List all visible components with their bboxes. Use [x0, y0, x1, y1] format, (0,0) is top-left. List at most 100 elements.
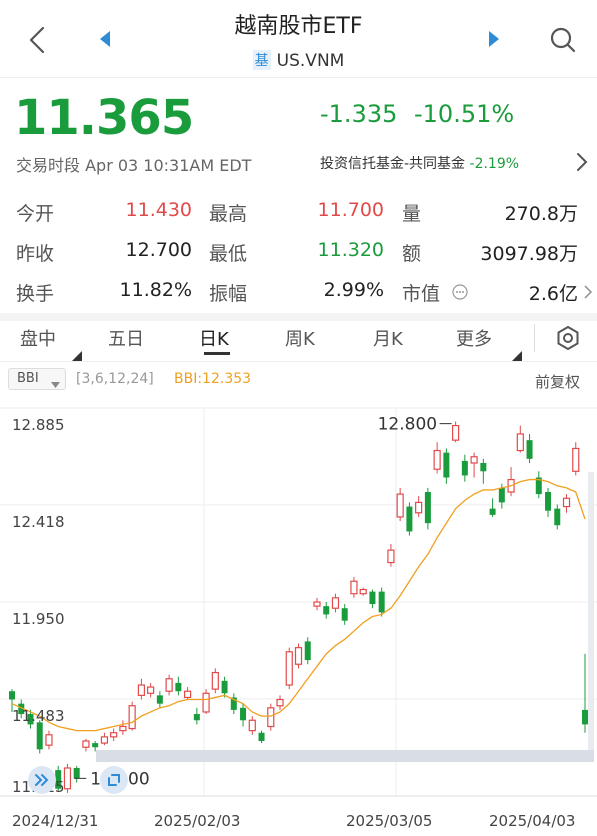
candle-body [562, 497, 571, 508]
high-label: 最高 [209, 203, 248, 225]
candle-body [92, 743, 99, 748]
candle-body [240, 707, 247, 721]
y-tick-label: 11.950 [12, 610, 65, 628]
candle-body [369, 591, 376, 605]
candle-body [406, 506, 413, 532]
page-title: 越南股市ETF [234, 14, 363, 39]
candle-body [175, 682, 182, 692]
candle-body [359, 588, 367, 595]
high-annotation: 12.800 [378, 415, 437, 435]
active-tab-indicator [204, 352, 230, 355]
tab-separator [534, 324, 535, 352]
x-tick-label: 2024/12/31 [12, 812, 98, 830]
open-label: 今开 [16, 203, 55, 225]
last-price: 11.365 [14, 90, 194, 146]
candle-body [202, 692, 210, 713]
candle-body [248, 719, 256, 732]
settings-icon[interactable] [555, 325, 581, 351]
dropdown-corner-icon [72, 346, 82, 361]
candle-body [258, 732, 265, 742]
candle-body [498, 487, 505, 503]
fund-badge: 基 [252, 50, 271, 70]
expand-icon[interactable] [582, 284, 594, 300]
ticker-line: 基 US.VNM [0, 50, 597, 71]
tab-intraday[interactable]: 盘中 [20, 329, 56, 350]
indicator-value: BBI:12.353 [174, 371, 252, 387]
candle-body [350, 580, 358, 595]
caret-down-icon [51, 377, 60, 392]
fullscreen-icon [108, 774, 120, 786]
candle-body [545, 492, 552, 511]
candle-body [147, 686, 155, 694]
candle-body [27, 714, 34, 725]
reset-zoom-button[interactable] [100, 766, 128, 794]
dropdown-corner-icon [512, 346, 522, 361]
candle-body [443, 452, 450, 478]
volume-value: 270.8万 [504, 203, 578, 225]
adjust-mode[interactable]: 前复权 [535, 373, 581, 391]
bbi-line [11, 478, 586, 732]
candle-body [415, 501, 423, 514]
tabs-divider [0, 361, 597, 362]
back-icon[interactable] [26, 26, 50, 54]
indicator-selector[interactable]: BBI [8, 368, 66, 390]
tab-week-k[interactable]: 周K [285, 329, 315, 350]
mcap-value: 2.6亿 [528, 283, 578, 305]
candle-body [119, 725, 127, 732]
candle-body [331, 597, 340, 609]
header-divider [0, 77, 597, 78]
candle-body [221, 680, 228, 694]
expand-left-button[interactable] [28, 766, 56, 794]
info-icon[interactable] [452, 284, 468, 300]
candle-body [461, 460, 468, 476]
candle-body [18, 703, 25, 715]
chevron-right-icon[interactable] [576, 152, 588, 172]
turnover-value: 11.82% [119, 279, 192, 301]
category-label: 投资信托基金-共同基金 [320, 156, 466, 172]
category-change: -2.19% [469, 156, 520, 172]
candle-body [285, 651, 293, 686]
candle-body [516, 433, 524, 452]
price-range-bar [588, 472, 594, 750]
tab-month-k[interactable]: 月K [373, 329, 403, 350]
candle-body [230, 697, 237, 710]
indicator-name: BBI [17, 371, 39, 386]
candlestick-chart[interactable]: 12.88512.41811.95011.48311.0152024/12/31… [0, 394, 597, 836]
candle-body [323, 606, 330, 615]
price-range-bar [96, 750, 594, 762]
candle-body [267, 707, 275, 728]
candle-body [63, 767, 72, 790]
candle-body [156, 695, 163, 704]
candle-body [341, 608, 348, 621]
session-time: 交易时段 Apr 03 10:31AM EDT [16, 156, 252, 175]
fund-category[interactable]: 投资信托基金-共同基金 -2.19% [320, 153, 519, 173]
candle-body [489, 508, 496, 515]
candle-body [73, 767, 80, 779]
candle-body [313, 601, 321, 607]
tab-five-day[interactable]: 五日 [108, 329, 144, 350]
candle-body [535, 477, 542, 495]
tab-day-k[interactable]: 日K [199, 329, 229, 350]
low-value: 11.320 [317, 239, 384, 261]
candle-body [137, 684, 145, 696]
turnover-label: 换手 [16, 283, 55, 305]
prev-close-label: 昨收 [16, 243, 55, 265]
volume-label: 量 [402, 203, 422, 225]
price-change: -1.335 [320, 100, 398, 128]
candle-body [554, 508, 561, 526]
search-icon[interactable] [549, 26, 577, 54]
mcap-label: 市值 [402, 283, 441, 305]
candle-body [452, 425, 460, 441]
candle-body [424, 492, 431, 524]
tab-more[interactable]: 更多 [456, 329, 492, 350]
candle-body [128, 705, 136, 730]
prev-close-value: 12.700 [125, 239, 192, 261]
indicator-params: [3,6,12,24] [76, 371, 154, 387]
candle-body [9, 691, 15, 700]
next-stock-icon[interactable] [487, 30, 501, 48]
prev-stock-icon[interactable] [98, 30, 112, 48]
candle-body [304, 641, 311, 661]
candle-body [470, 456, 478, 464]
candle-body [82, 740, 90, 748]
high-value: 11.700 [317, 199, 384, 221]
